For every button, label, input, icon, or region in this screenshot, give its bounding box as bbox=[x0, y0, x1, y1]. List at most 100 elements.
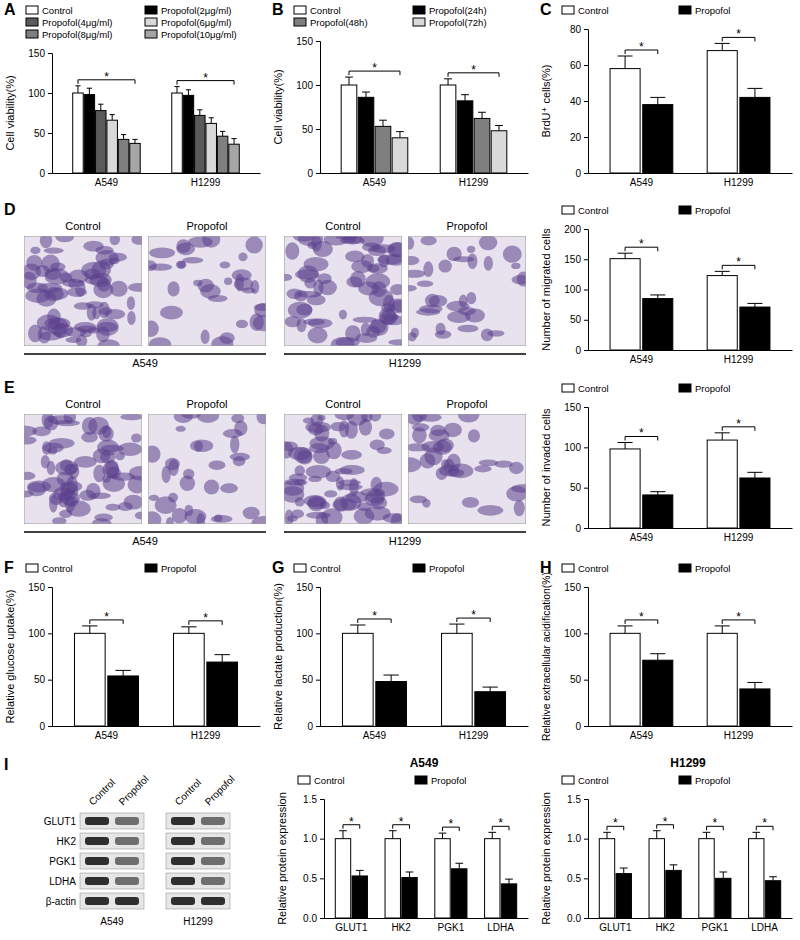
stained-cell bbox=[45, 268, 62, 280]
group-label: A549 bbox=[100, 916, 124, 927]
y-axis-line bbox=[48, 588, 53, 727]
y-tick: 0 bbox=[307, 721, 320, 732]
x-axis-line bbox=[589, 350, 793, 351]
stained-cell bbox=[291, 509, 304, 518]
x-axis: A549H1299 bbox=[589, 726, 793, 741]
legend-item: Propofol(24h) bbox=[413, 5, 487, 16]
error-bar bbox=[488, 832, 496, 838]
error-bar bbox=[650, 492, 665, 495]
y-tick-label: 20 bbox=[570, 132, 582, 143]
micrograph-panel: EControlPropofolControlPropofolA549H1299 bbox=[4, 379, 534, 547]
image-label: Control bbox=[325, 398, 360, 410]
y-tick-mark bbox=[48, 633, 52, 634]
bar bbox=[610, 69, 640, 173]
panel-letter: B bbox=[272, 1, 284, 18]
x-tick: A549 bbox=[630, 350, 654, 365]
x-tick-label: H1299 bbox=[191, 177, 221, 188]
stained-cell bbox=[408, 237, 414, 250]
plot-marks bbox=[341, 77, 507, 173]
stained-cell bbox=[386, 254, 402, 266]
image-label: Control bbox=[325, 220, 360, 232]
bar bbox=[475, 692, 506, 726]
bar bbox=[610, 633, 640, 726]
legend-swatch bbox=[145, 18, 157, 26]
y-tick: 100 bbox=[564, 442, 588, 453]
y-tick-label: 80 bbox=[570, 24, 582, 35]
y-tick-label: 100 bbox=[564, 284, 581, 295]
significance-label: * bbox=[203, 611, 208, 625]
bar bbox=[402, 878, 417, 918]
bar bbox=[485, 839, 500, 918]
x-tick-label: A549 bbox=[363, 177, 387, 188]
legend: ControlPropofol bbox=[562, 775, 730, 786]
error-bar bbox=[461, 95, 469, 101]
micrograph bbox=[24, 414, 142, 524]
legend-label: Propofol(10μg/ml) bbox=[161, 29, 237, 40]
error-bar bbox=[379, 120, 387, 126]
legend-label: Control bbox=[314, 775, 345, 786]
stained-cell bbox=[479, 460, 498, 467]
legend-item: Propofol(6μg/ml) bbox=[145, 17, 231, 28]
bar bbox=[716, 878, 731, 918]
x-tick-label: A549 bbox=[630, 532, 654, 543]
y-tick-mark bbox=[584, 633, 588, 634]
stained-cell bbox=[447, 454, 461, 472]
stained-cell bbox=[24, 263, 41, 280]
bar bbox=[130, 143, 140, 173]
y-tick-mark bbox=[584, 290, 588, 291]
y-tick-label: 150 bbox=[564, 582, 581, 593]
stained-cell bbox=[306, 512, 330, 519]
stained-cell bbox=[230, 435, 239, 453]
legend-item: Control bbox=[294, 5, 341, 16]
stained-cell bbox=[40, 236, 53, 248]
stained-cell bbox=[453, 256, 474, 262]
y-axis: 050100150 bbox=[296, 582, 320, 732]
legend-label: Propofol bbox=[695, 383, 730, 394]
stained-cell bbox=[149, 247, 175, 258]
stained-cell bbox=[55, 420, 80, 426]
protein-label: LDHA bbox=[49, 876, 76, 887]
stained-cell bbox=[408, 285, 417, 291]
micrograph-background bbox=[24, 236, 142, 346]
stained-cell bbox=[176, 261, 186, 269]
y-tick: 40 bbox=[570, 96, 588, 107]
group-line bbox=[284, 531, 526, 533]
significance-label: * bbox=[713, 816, 718, 830]
x-axis: A549H1299 bbox=[53, 173, 261, 188]
stained-cell bbox=[49, 495, 58, 513]
y-tick: 0.5 bbox=[303, 873, 324, 884]
legend-swatch bbox=[294, 6, 306, 14]
micrograph bbox=[408, 236, 526, 346]
x-tick: GLUT1 bbox=[599, 918, 632, 933]
stained-cell bbox=[408, 256, 419, 265]
y-tick-label: 1.5 bbox=[567, 794, 581, 805]
y-tick: 0.0 bbox=[303, 913, 324, 924]
stained-cell bbox=[365, 493, 385, 507]
stained-cell bbox=[366, 273, 390, 289]
bar bbox=[375, 126, 391, 173]
legend-item: Propofol bbox=[679, 383, 730, 394]
legend-swatch bbox=[294, 18, 306, 26]
stained-cell bbox=[468, 429, 480, 442]
y-tick-label: 50 bbox=[570, 482, 582, 493]
y-tick: 150 bbox=[296, 582, 320, 593]
legend-swatch bbox=[413, 18, 425, 26]
legend-item: Propofol(8μg/ml) bbox=[26, 29, 112, 40]
bar bbox=[474, 118, 490, 173]
y-tick-mark bbox=[584, 447, 588, 448]
micrograph-border bbox=[284, 236, 402, 346]
x-tick: PGK1 bbox=[702, 918, 729, 933]
y-tick-mark bbox=[584, 320, 588, 321]
micrograph-border bbox=[408, 414, 526, 524]
legend-label: Control bbox=[310, 5, 341, 16]
significance-label: * bbox=[203, 71, 208, 85]
protein-label: GLUT1 bbox=[44, 816, 77, 827]
bar bbox=[707, 51, 737, 173]
stained-cell bbox=[306, 465, 332, 478]
legend-swatch bbox=[26, 18, 38, 26]
x-tick-label: H1299 bbox=[724, 354, 754, 365]
stained-cell bbox=[120, 414, 142, 420]
error-bar bbox=[620, 868, 628, 874]
legend-label: Propofol(6μg/ml) bbox=[161, 17, 231, 28]
chart-panel: CControlPropofol020406080A549H1299**BrdU… bbox=[540, 1, 793, 188]
